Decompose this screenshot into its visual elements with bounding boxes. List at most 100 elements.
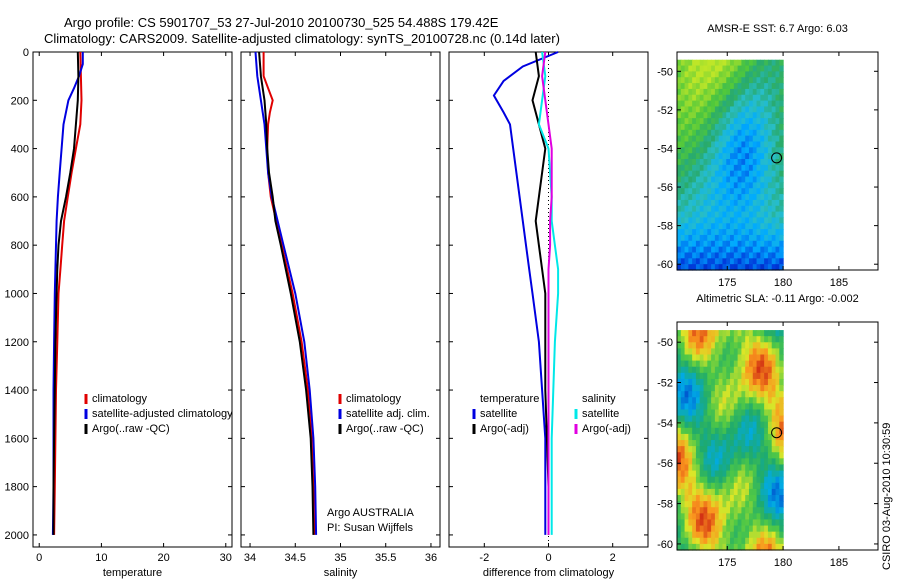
y-tick-label: -54: [657, 143, 673, 155]
map-cell: [707, 164, 712, 172]
map-cell: [726, 106, 731, 113]
map-cell: [737, 135, 743, 143]
map-cell: [756, 223, 761, 230]
map-cell: [771, 205, 777, 213]
map-cell: [677, 123, 682, 131]
x-tick-label: 0: [36, 552, 42, 564]
map-cell: [779, 217, 784, 224]
map-cell: [718, 229, 724, 236]
map-cell: [737, 348, 743, 356]
map-cell: [748, 112, 754, 119]
map-cell: [752, 543, 758, 551]
map-cell: [726, 164, 731, 172]
map-cell: [707, 123, 712, 131]
map-cell: [714, 205, 720, 213]
map-cell: [779, 118, 784, 125]
map-cell: [745, 543, 750, 551]
map-cell: [752, 182, 758, 189]
map-cell: [677, 348, 682, 356]
map-cell: [699, 336, 705, 343]
map-cell: [680, 199, 686, 207]
map-cell: [684, 159, 689, 166]
map-cell: [741, 77, 746, 84]
map-cell: [775, 234, 780, 242]
map-cell: [756, 366, 761, 374]
map-cell: [695, 403, 701, 411]
map-cell: [764, 170, 769, 178]
map-cell: [745, 141, 750, 148]
map-cell: [741, 531, 746, 539]
map-cell: [677, 176, 682, 183]
x-tick-label: 0: [545, 552, 551, 564]
map-cell: [767, 354, 773, 362]
map-cell: [726, 543, 731, 551]
map-cell: [714, 330, 720, 337]
map-cell: [752, 229, 758, 236]
map-cell: [737, 440, 743, 447]
map-cell: [695, 336, 701, 343]
map-cell: [726, 378, 731, 386]
map-cell: [703, 59, 708, 67]
map-cell: [688, 141, 693, 148]
map-cell: [752, 170, 758, 178]
map-cell: [722, 129, 727, 137]
map-cell: [767, 409, 773, 417]
map-cell: [680, 188, 686, 195]
map-cell: [760, 519, 765, 527]
map-cell: [771, 194, 777, 201]
map-cell: [692, 501, 697, 508]
map-cell: [745, 330, 750, 337]
map-cell: [692, 182, 697, 189]
map-cell: [775, 77, 780, 84]
map-cell: [714, 464, 720, 472]
map-cell: [779, 415, 784, 423]
map-cell: [684, 194, 689, 201]
y-tick-label: 400: [11, 144, 29, 156]
map-cell: [764, 495, 769, 502]
legend-label: Argo(-adj): [582, 423, 631, 435]
map-cell: [726, 519, 731, 527]
map-cell: [726, 205, 731, 213]
map-cell: [677, 354, 682, 362]
map-cell: [684, 488, 689, 496]
map-cell: [775, 135, 780, 143]
map-cell: [745, 458, 750, 466]
map-cell: [688, 123, 693, 131]
map-cell: [733, 118, 739, 125]
map-cell: [733, 77, 739, 84]
map-cell: [779, 433, 784, 441]
map-cell: [688, 378, 693, 386]
map-cell: [718, 147, 724, 154]
map-cell: [707, 440, 712, 447]
map-cell: [714, 229, 720, 236]
map-cell: [733, 205, 739, 213]
map-cell: [677, 240, 682, 248]
map-cell: [692, 421, 697, 429]
y-tick-label: -60: [657, 539, 673, 551]
map-cell: [695, 360, 701, 368]
map-cell: [726, 531, 731, 539]
map-cell: [688, 458, 693, 466]
map-cell: [737, 360, 743, 368]
map-cell: [695, 330, 701, 337]
map-cell: [771, 258, 777, 265]
map-cell: [733, 409, 739, 417]
map-cell: [775, 141, 780, 148]
map-cell: [775, 106, 780, 113]
map-cell: [711, 458, 716, 466]
map-cell: [726, 94, 731, 102]
map-cell: [677, 135, 682, 143]
map-cell: [760, 409, 765, 417]
map-cell: [767, 476, 773, 484]
map-cell: [771, 348, 777, 356]
map-cell: [722, 229, 727, 236]
map-cell: [711, 234, 716, 242]
map-cell: [711, 194, 716, 201]
map-cell: [764, 229, 769, 236]
map-cell: [718, 537, 724, 545]
map-cell: [680, 385, 686, 392]
map-cell: [756, 240, 761, 248]
map-cell: [718, 470, 724, 478]
map-cell: [779, 59, 784, 67]
map-cell: [760, 336, 765, 343]
